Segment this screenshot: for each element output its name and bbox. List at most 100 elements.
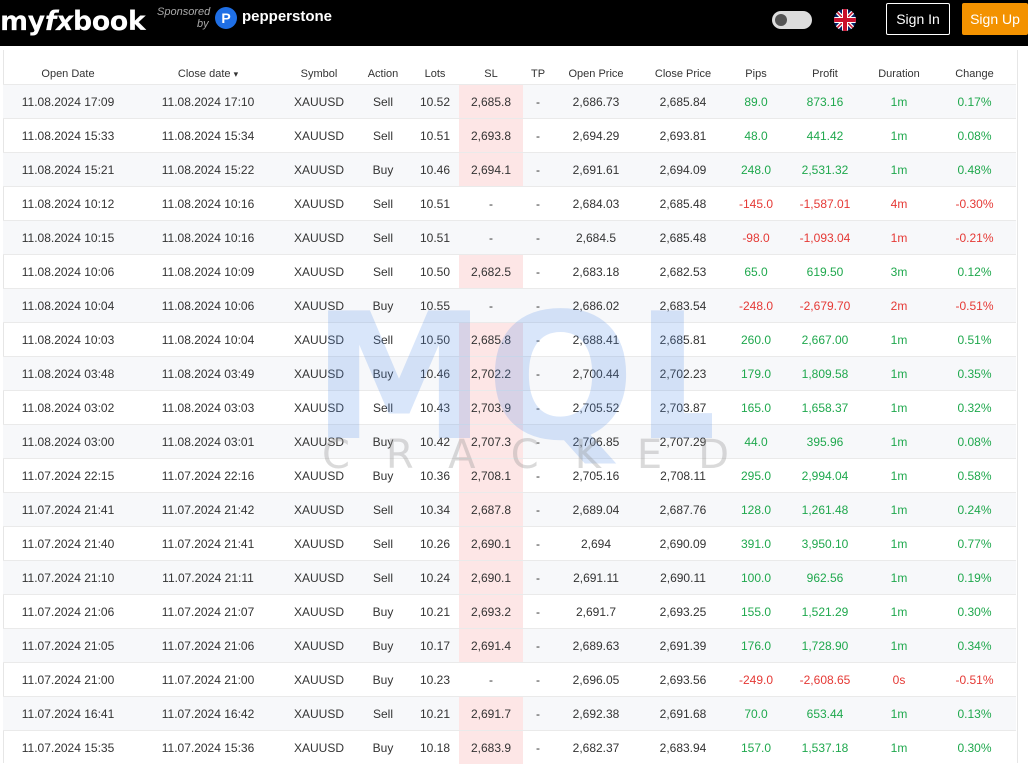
- cell-sl: -: [459, 289, 523, 323]
- cell-tp: -: [523, 85, 553, 119]
- cell-duration: 2m: [865, 289, 933, 323]
- cell-open-date: 11.08.2024 10:06: [3, 255, 133, 289]
- cell-change: 0.24%: [933, 493, 1016, 527]
- cell-open-price: 2,686.73: [553, 85, 639, 119]
- cell-lots: 10.21: [411, 595, 459, 629]
- col-symbol[interactable]: Symbol: [283, 64, 355, 85]
- cell-action: Sell: [355, 561, 411, 595]
- cell-duration: 1m: [865, 85, 933, 119]
- cell-sl: 2,691.4: [459, 629, 523, 663]
- col-tp[interactable]: TP: [523, 64, 553, 85]
- cell-sl: 2,690.1: [459, 561, 523, 595]
- sign-in-button[interactable]: Sign In: [886, 3, 950, 35]
- col-profit[interactable]: Profit: [785, 64, 865, 85]
- pepperstone-icon[interactable]: P: [215, 7, 237, 29]
- sort-down-icon: ▾: [234, 69, 239, 79]
- theme-toggle[interactable]: [772, 11, 812, 29]
- cell-tp: -: [523, 391, 553, 425]
- cell-profit: -2,608.65: [785, 663, 865, 697]
- cell-change: -0.30%: [933, 187, 1016, 221]
- cell-open-price: 2,689.63: [553, 629, 639, 663]
- cell-pips: 44.0: [727, 425, 785, 459]
- cell-close-date: 11.07.2024 15:36: [133, 731, 283, 764]
- col-lots[interactable]: Lots: [411, 64, 459, 85]
- cell-profit: 395.96: [785, 425, 865, 459]
- cell-lots: 10.51: [411, 221, 459, 255]
- cell-symbol: XAUUSD: [283, 119, 355, 153]
- cell-duration: 1m: [865, 731, 933, 764]
- cell-change: 0.30%: [933, 595, 1016, 629]
- cell-symbol: XAUUSD: [283, 289, 355, 323]
- cell-sl: 2,690.1: [459, 527, 523, 561]
- cell-open-date: 11.08.2024 15:21: [3, 153, 133, 187]
- cell-lots: 10.23: [411, 663, 459, 697]
- cell-symbol: XAUUSD: [283, 357, 355, 391]
- cell-profit: 1,261.48: [785, 493, 865, 527]
- col-open-price[interactable]: Open Price: [553, 64, 639, 85]
- cell-lots: 10.46: [411, 357, 459, 391]
- cell-close-date: 11.07.2024 21:07: [133, 595, 283, 629]
- uk-flag-icon[interactable]: [834, 9, 856, 31]
- col-close-price[interactable]: Close Price: [639, 64, 727, 85]
- pepperstone-name[interactable]: pepperstone: [242, 8, 332, 25]
- cell-tp: -: [523, 527, 553, 561]
- cell-change: -0.51%: [933, 663, 1016, 697]
- logo-text-my: my: [0, 6, 45, 37]
- col-close-date[interactable]: Close date ▾: [133, 64, 283, 85]
- cell-open-date: 11.07.2024 21:06: [3, 595, 133, 629]
- cell-close-price: 2,693.25: [639, 595, 727, 629]
- cell-profit: 962.56: [785, 561, 865, 595]
- cell-change: 0.19%: [933, 561, 1016, 595]
- cell-action: Sell: [355, 187, 411, 221]
- cell-pips: 260.0: [727, 323, 785, 357]
- cell-close-price: 2,694.09: [639, 153, 727, 187]
- col-duration[interactable]: Duration: [865, 64, 933, 85]
- cell-pips: 65.0: [727, 255, 785, 289]
- cell-open-price: 2,686.02: [553, 289, 639, 323]
- cell-change: 0.77%: [933, 527, 1016, 561]
- col-sl[interactable]: SL: [459, 64, 523, 85]
- cell-sl: -: [459, 663, 523, 697]
- cell-action: Buy: [355, 153, 411, 187]
- col-action[interactable]: Action: [355, 64, 411, 85]
- cell-open-price: 2,689.04: [553, 493, 639, 527]
- cell-close-price: 2,690.09: [639, 527, 727, 561]
- cell-profit: 2,531.32: [785, 153, 865, 187]
- cell-open-price: 2,683.18: [553, 255, 639, 289]
- cell-tp: -: [523, 255, 553, 289]
- col-change[interactable]: Change: [933, 64, 1016, 85]
- sign-up-button[interactable]: Sign Up: [962, 3, 1028, 35]
- cell-symbol: XAUUSD: [283, 459, 355, 493]
- cell-close-price: 2,682.53: [639, 255, 727, 289]
- col-open-date[interactable]: Open Date: [3, 64, 133, 85]
- cell-change: 0.17%: [933, 85, 1016, 119]
- myfxbook-logo[interactable]: myfxbook: [0, 4, 145, 40]
- cell-duration: 1m: [865, 493, 933, 527]
- cell-sl: 2,693.2: [459, 595, 523, 629]
- cell-symbol: XAUUSD: [283, 153, 355, 187]
- cell-pips: -248.0: [727, 289, 785, 323]
- col-pips[interactable]: Pips: [727, 64, 785, 85]
- cell-lots: 10.43: [411, 391, 459, 425]
- cell-action: Sell: [355, 527, 411, 561]
